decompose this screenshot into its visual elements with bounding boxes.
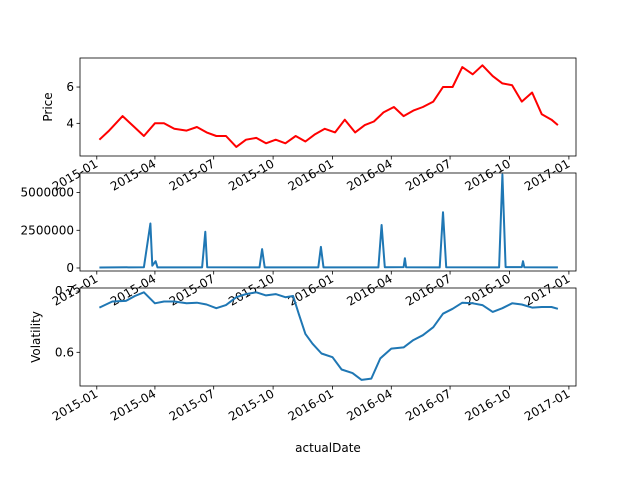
price-y-tick-label: 6 <box>66 80 74 94</box>
volume-y-tick-label: 5000000 <box>21 186 74 200</box>
price-series-line <box>98 64 559 148</box>
price-y-tick-label: 4 <box>66 116 74 130</box>
volume-y-tick-label: 2500000 <box>21 223 74 237</box>
volatility-y-ticks: 0.6 0.7 <box>55 284 80 359</box>
volatility-series-line <box>98 291 559 381</box>
volume-axes-frame <box>79 172 577 272</box>
x-axis-label: actualDate <box>295 441 361 455</box>
price-y-ticks: 46 <box>66 80 80 130</box>
volatility-axes-frame <box>79 287 577 387</box>
volume-y-tick-label: 0 <box>66 261 74 275</box>
volatility-y-axis-label: Volatility <box>29 311 43 363</box>
price-series <box>98 64 559 148</box>
volume-series <box>99 173 558 269</box>
price-axes-frame <box>79 57 577 157</box>
volatility-y-tick-label: 0.7 <box>55 284 74 298</box>
volatility-series <box>98 291 559 381</box>
volume-series-line <box>99 173 558 269</box>
volatility-y-tick-label: 0.6 <box>55 345 74 359</box>
volume-y-ticks: 0 2500000 5000000 <box>21 186 80 275</box>
price-y-axis-label: Price <box>41 92 55 121</box>
